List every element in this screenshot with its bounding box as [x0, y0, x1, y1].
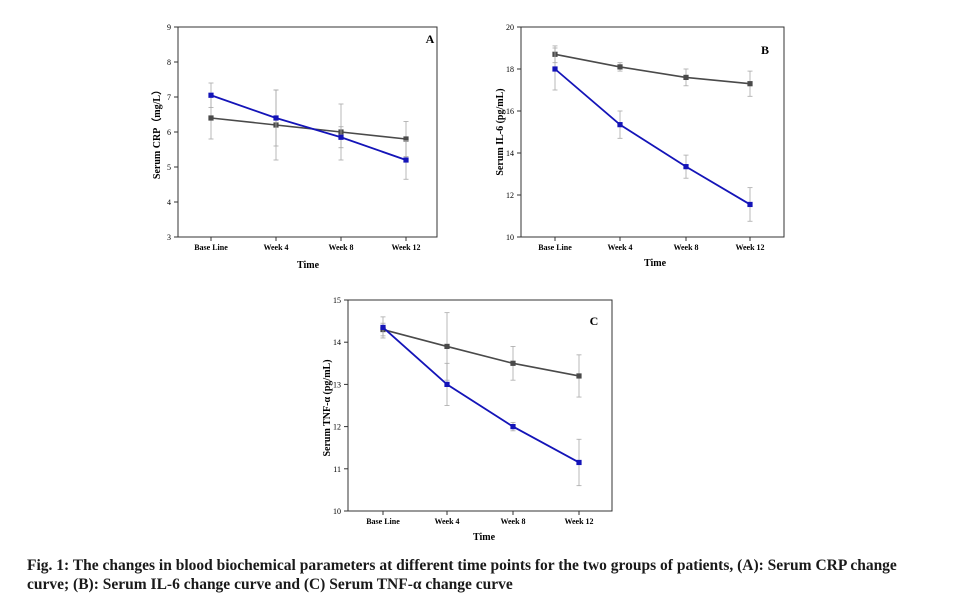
panel-c-x-tick-label: Week 12 [564, 517, 593, 526]
panel-c-y-tick-label: 15 [333, 296, 341, 305]
figure-caption: Fig. 1: The changes in blood biochemical… [27, 557, 897, 593]
panel-a-y-tick-label: 8 [167, 58, 171, 67]
panel-c-x-tick-label: Base Line [366, 517, 400, 526]
panel-a-plot-frame [177, 26, 438, 238]
panel-c-y-tick-label: 12 [333, 423, 341, 432]
panel-a-gray-data-point [208, 115, 214, 121]
panel-c-x-tick-label: Week 4 [434, 517, 459, 526]
panel-c-x-tick-label: Week 8 [500, 517, 525, 526]
panel-b-blue-data-point [683, 164, 689, 170]
panel-b-y-tick-label: 14 [506, 149, 514, 158]
panel-a-gray-data-point [403, 136, 409, 142]
panel-c-blue-data-point [510, 424, 516, 430]
panel-b-gray-series-line [554, 53, 751, 85]
panel-b-gray-data-point [747, 81, 753, 87]
panel-b-letter: B [761, 43, 769, 57]
panel-a-x-tick-label: Base Line [194, 243, 228, 252]
panel-a-x-axis-title: Time [297, 260, 320, 271]
panel-a-x-tick-label: Week 12 [391, 243, 420, 252]
panel-c-gray-data-point [444, 343, 450, 350]
panel-c-blue-data-point [444, 381, 450, 387]
panel-a-x-tick-label: Week 4 [263, 243, 288, 252]
panel-b-gray-data-point [683, 74, 689, 80]
panel-a-y-tick-label: 7 [167, 93, 171, 102]
panel-b-blue-data-point [617, 122, 623, 128]
panel-c-gray-data-point [576, 373, 582, 379]
panel-a-blue-series-line [210, 94, 407, 161]
panel-c-y-tick-label: 11 [333, 465, 341, 474]
panel-c-x-axis-title: Time [473, 532, 496, 543]
panel-c-blue-data-point [576, 459, 582, 466]
panel-c-gray-data-point [510, 360, 516, 366]
panel-c-y-tick-label: 10 [333, 507, 341, 516]
panel-b-y-tick-label: 16 [506, 107, 514, 116]
panel-b-y-tick-label: 18 [506, 65, 514, 74]
panel-b-y-tick-label: 12 [506, 191, 514, 200]
panel-b-x-tick-label: Base Line [538, 243, 572, 252]
panel-b-blue-series-line [554, 68, 751, 206]
panel-a-y-tick-label: 3 [167, 233, 171, 242]
panel-c-y-axis-title: Serum TNF-α (pg/mL) [322, 359, 333, 456]
panel-a-y-tick-label: 5 [167, 163, 171, 172]
panel-a-blue-data-point [403, 157, 409, 163]
panel-b-x-tick-label: Week 12 [735, 243, 764, 252]
panel-c-letter: C [590, 314, 599, 328]
panel-a-y-tick-label: 4 [167, 198, 171, 207]
panel-c-blue-data-point [380, 324, 386, 331]
panel-c-blue-series-line [382, 326, 580, 464]
panel-c-plot-frame [347, 299, 613, 512]
panel-c-y-tick-label: 14 [333, 338, 341, 347]
panel-b-x-tick-label: Week 8 [673, 243, 698, 252]
panel-b-gray-data-point [617, 64, 623, 70]
panel-b-x-tick-label: Week 4 [607, 243, 632, 252]
panel-b-plot-frame [520, 26, 785, 238]
panel-c-gray-series-line [382, 328, 580, 377]
panel-b-y-tick-label: 20 [506, 23, 514, 32]
panel-a-y-tick-label: 9 [167, 23, 171, 32]
panel-a-letter: A [426, 32, 435, 46]
panel-b-blue-data-point [747, 201, 753, 208]
panel-a-y-axis-title: Serum CRP（mg/L） [150, 85, 163, 179]
panel-b-y-tick-label: 10 [506, 233, 514, 242]
panel-a-y-tick-label: 6 [167, 128, 171, 137]
panel-b-x-axis-title: Time [644, 258, 667, 269]
panel-a-blue-data-point [208, 92, 214, 98]
panel-a-blue-data-point [273, 115, 279, 121]
panel-b-y-axis-title: Serum IL-6 (pg/mL) [495, 88, 506, 175]
panel-a-x-tick-label: Week 8 [328, 243, 353, 252]
figure-charts: 3 4 5 6 7 8 9 Base Line Week 4 Week 8 Week 12 Time S… [150, 23, 785, 543]
panel-b-blue-data-point [552, 66, 558, 72]
panel-c-y-tick-label: 13 [333, 380, 341, 389]
panel-a-blue-data-point [338, 134, 344, 140]
